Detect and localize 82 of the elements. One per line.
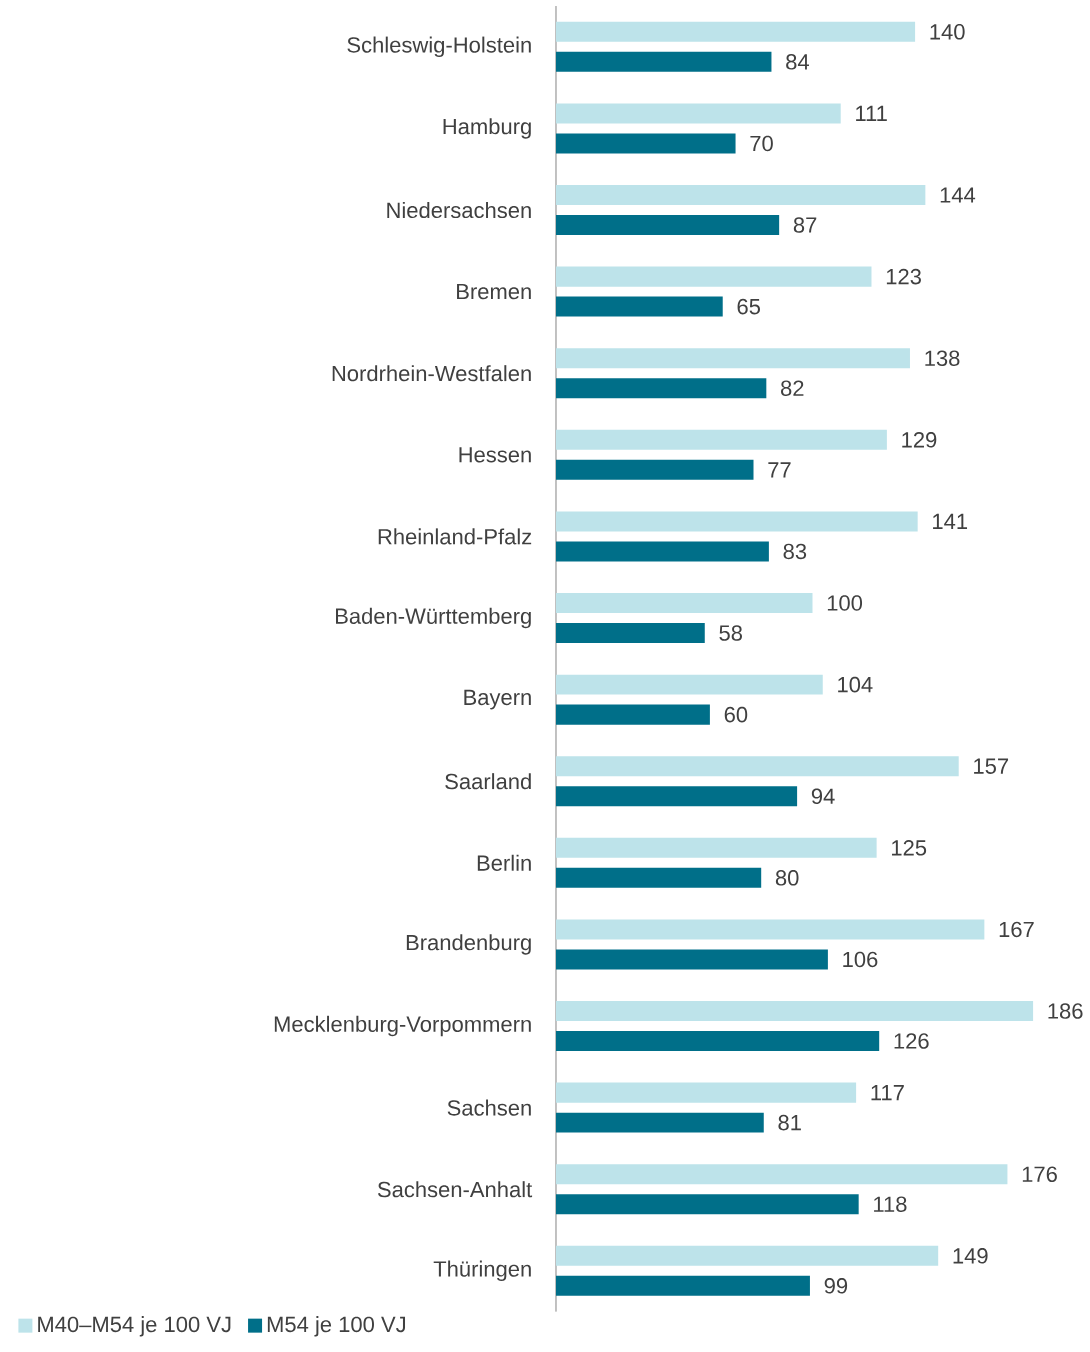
data-label: 80	[775, 870, 799, 886]
data-label: 149	[953, 1248, 988, 1264]
bar	[556, 593, 813, 614]
data-label: 99	[824, 1278, 848, 1294]
y-tick-label: Mecklenburg-Vorpommern	[274, 1015, 531, 1037]
data-label: 104	[838, 676, 873, 693]
bar	[556, 1164, 1008, 1185]
data-label: 94	[811, 788, 835, 805]
bar	[556, 623, 705, 644]
bar	[556, 459, 754, 480]
data-label: 129	[902, 432, 937, 448]
bar	[556, 704, 710, 725]
bar	[556, 266, 872, 287]
data-label: 138	[925, 350, 960, 367]
bar	[556, 1112, 764, 1133]
data-label: 141	[933, 513, 968, 529]
y-tick-label: Thüringen	[433, 1260, 531, 1282]
bar	[556, 756, 959, 777]
bar	[556, 296, 723, 317]
bar	[556, 429, 887, 450]
data-label: 84	[786, 54, 809, 70]
y-tick-label: Hessen	[459, 447, 531, 463]
bar	[556, 378, 767, 399]
bar	[556, 185, 926, 206]
bar	[556, 786, 798, 807]
bar	[556, 1082, 857, 1103]
data-label: 167	[999, 921, 1034, 938]
y-tick-label: Bayern	[464, 689, 531, 710]
bar	[556, 51, 772, 72]
data-label: 58	[719, 625, 742, 641]
bar	[556, 919, 985, 940]
bar	[556, 133, 736, 154]
bar	[556, 21, 916, 42]
data-label: 81	[778, 1114, 801, 1131]
y-tick-label: Baden-Württemberg	[336, 607, 531, 629]
data-label: 125	[892, 840, 927, 856]
bar	[556, 511, 918, 532]
data-label: 118	[874, 1196, 907, 1213]
y-tick-label: Berlin	[477, 854, 531, 871]
data-label: 140	[930, 24, 965, 40]
y-tick-label: Sachsen	[447, 1099, 531, 1116]
y-tick-label: Brandenburg	[406, 934, 531, 955]
y-tick-label: Hamburg	[443, 118, 531, 139]
bar	[556, 1275, 810, 1296]
y-tick-label: Niedersachsen	[387, 201, 531, 219]
bar	[556, 215, 780, 236]
y-tick-label: Sachsen-Anhalt	[377, 1181, 533, 1198]
bar	[556, 949, 828, 970]
data-label: 100	[827, 595, 863, 611]
data-label: 106	[843, 951, 878, 968]
y-tick-label: Saarland	[445, 773, 531, 790]
data-label: 123	[886, 268, 921, 285]
y-tick-label: Schleswig-Holstein	[347, 36, 531, 58]
data-label: 176	[1022, 1166, 1057, 1183]
data-label: 117	[871, 1085, 904, 1101]
legend-label: M54 je 100 VJ	[267, 1316, 406, 1337]
bar	[556, 674, 823, 695]
y-tick-label: Bremen	[457, 283, 531, 300]
bar	[556, 1031, 880, 1052]
data-label: 186	[1048, 1003, 1083, 1019]
data-label: 77	[768, 462, 791, 478]
legend-label: M40–M54 je 100 VJ	[38, 1316, 231, 1337]
data-label: 157	[974, 758, 1009, 774]
y-tick-label: Nordrhein-Westfalen	[332, 365, 531, 382]
data-label: 60	[724, 706, 748, 723]
data-label: 82	[781, 380, 804, 397]
data-label: 144	[940, 187, 976, 203]
y-tick-label: Rheinland-Pfalz	[378, 528, 532, 545]
bar	[556, 1194, 859, 1215]
data-label: 126	[894, 1033, 929, 1049]
data-label: 87	[793, 217, 817, 233]
data-label: 65	[737, 298, 760, 315]
data-label: 111	[856, 105, 887, 121]
bar	[556, 1245, 939, 1266]
data-label: 83	[783, 543, 807, 560]
data-label: 70	[750, 135, 773, 152]
bar	[556, 867, 762, 888]
bar	[556, 837, 877, 858]
bar	[556, 541, 769, 562]
bar	[556, 1001, 1034, 1022]
bar	[556, 348, 910, 369]
bar	[556, 103, 841, 124]
